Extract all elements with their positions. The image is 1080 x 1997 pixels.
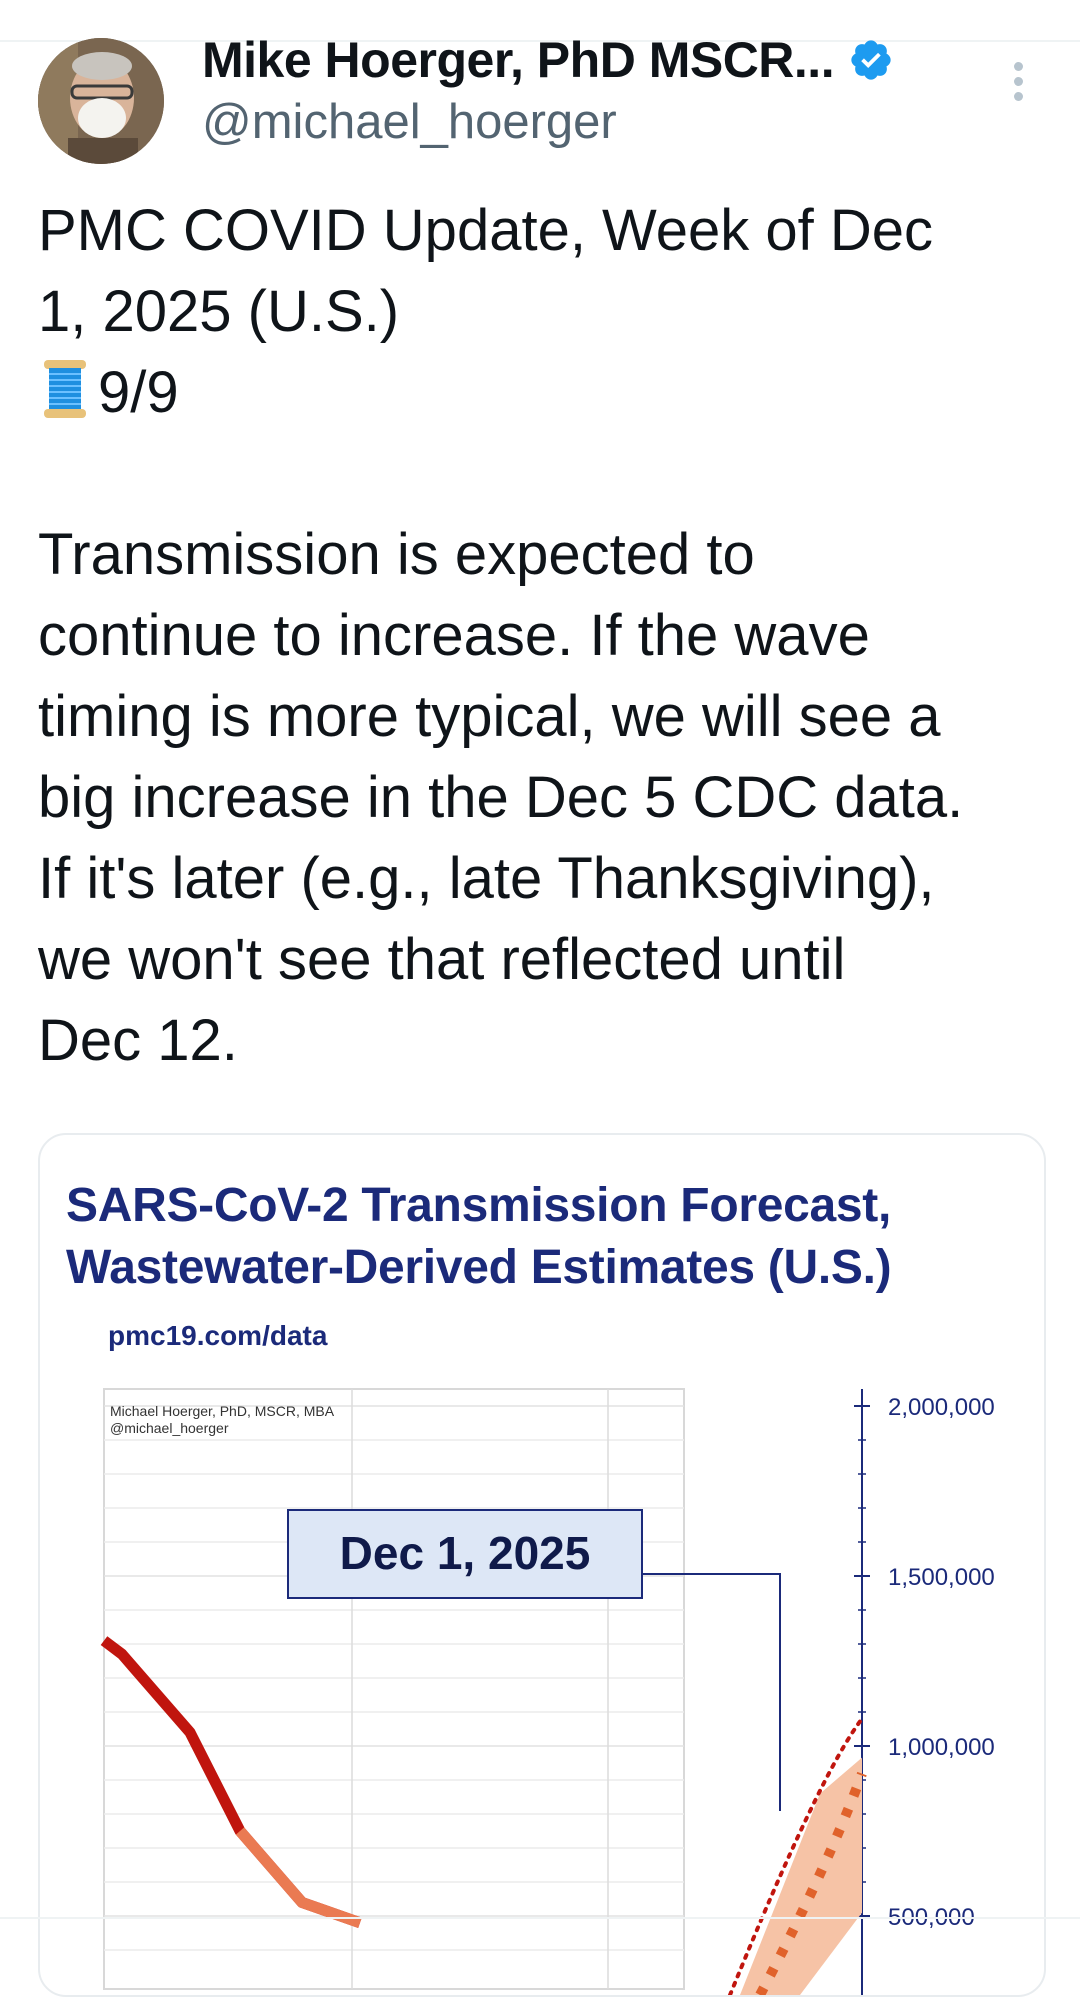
thread-count: 9/9	[98, 360, 179, 425]
forecast-upper-dotted-line	[728, 1716, 864, 1995]
y-tick-label: 1,000,000	[888, 1734, 995, 1761]
chart-title: SARS-CoV-2 Transmission Forecast, Wastew…	[66, 1175, 1026, 1299]
callout-leader-line	[640, 1573, 781, 1811]
date-callout-box	[287, 1509, 643, 1599]
plot-frame	[103, 1388, 685, 1990]
tweet-headline: PMC COVID Update, Week of Dec 1, 2025 (U…	[38, 198, 934, 344]
chart-title-line-2: Wastewater-Derived Estimates (U.S.)	[66, 1241, 892, 1294]
chart-author-handle: @michael_hoerger	[110, 1420, 229, 1436]
verified-badge-icon	[851, 40, 891, 80]
forecast-band	[740, 1757, 862, 1995]
avatar[interactable]	[38, 38, 164, 164]
y-tick-label: 2,000,000	[888, 1394, 995, 1421]
y-tick-label: 1,500,000	[888, 1564, 995, 1591]
avatar-photo-icon	[38, 38, 164, 164]
forecast-median-line	[755, 1771, 867, 1995]
author-name[interactable]: Mike Hoerger, PhD MSCR...	[202, 32, 835, 88]
tweet-body: Transmission is expected to continue to …	[38, 522, 964, 1073]
top-divider	[0, 40, 1080, 42]
author-handle[interactable]: @michael_hoerger	[202, 95, 617, 149]
author-name-row: Mike Hoerger, PhD MSCR...	[202, 30, 894, 90]
bottom-divider	[0, 1917, 1080, 1919]
date-callout-label: Dec 1, 2025	[340, 1527, 591, 1579]
chart-author: Michael Hoerger, PhD, MSCR, MBA	[110, 1403, 335, 1419]
chart-image-card[interactable]: SARS-CoV-2 Transmission Forecast, Wastew…	[38, 1133, 1046, 1997]
chart-gridlines	[103, 1388, 685, 1990]
chart-plot: Michael Hoerger, PhD, MSCR, MBA @michael…	[100, 1388, 995, 1995]
spool-of-thread-icon	[44, 360, 86, 418]
tweet-text: PMC COVID Update, Week of Dec 1, 2025 (U…	[38, 190, 1058, 1081]
more-options-icon[interactable]	[1006, 62, 1030, 110]
chart-series	[100, 1636, 867, 1995]
chart-title-line-1: SARS-CoV-2 Transmission Forecast,	[66, 1179, 892, 1232]
observed-series-tail	[235, 1827, 362, 1928]
chart-source-url: pmc19.com/data	[108, 1320, 328, 1351]
